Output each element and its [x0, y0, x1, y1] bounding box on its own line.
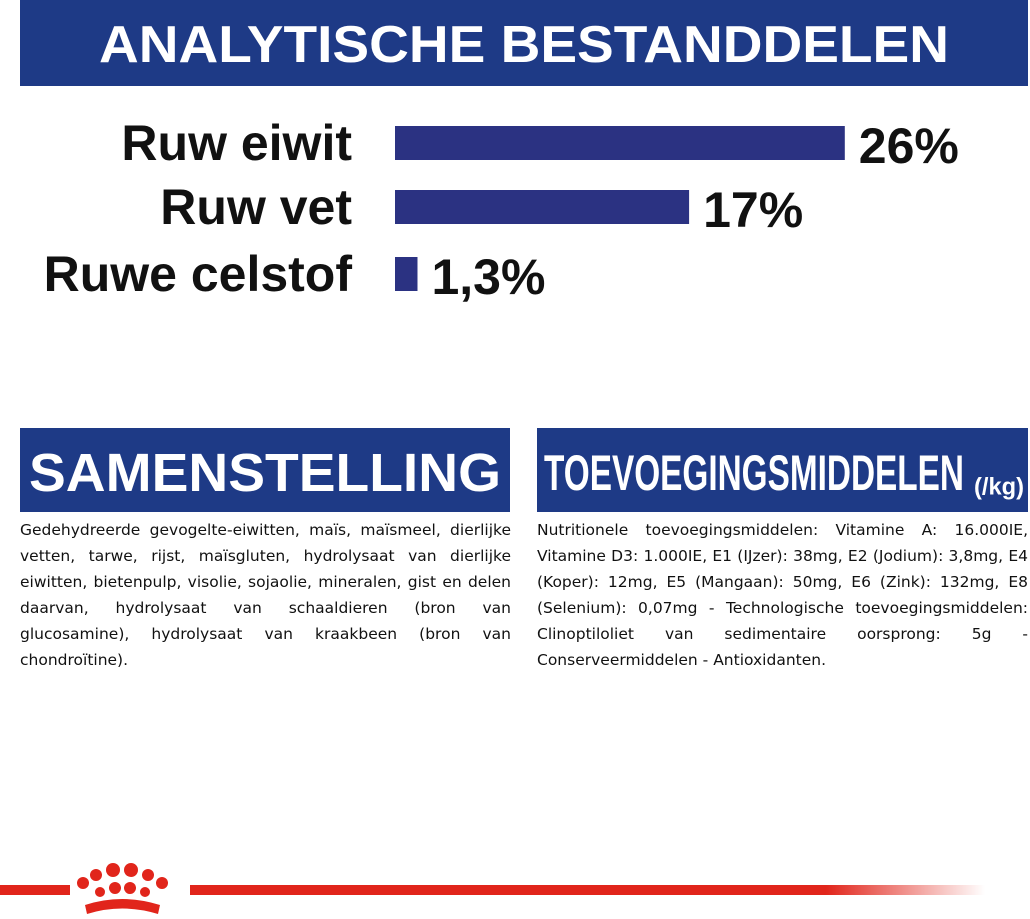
section-title: TOEVOEGINGSMIDDELEN: [544, 445, 964, 501]
section-title: SAMENSTELLING: [29, 443, 501, 503]
bar: [395, 190, 690, 224]
category-label: Ruw vet: [160, 179, 352, 235]
value-label: 26%: [859, 118, 959, 174]
bar: [395, 257, 418, 291]
value-label: 17%: [703, 182, 803, 238]
section-text: Gedehydreerde gevogelte-eiwitten, maïs, …: [20, 521, 511, 669]
section-unit: (/kg): [974, 474, 1024, 501]
rule: [0, 885, 70, 895]
bar: [395, 126, 845, 160]
section-banner: [537, 428, 1028, 512]
category-label: Ruw eiwit: [121, 115, 352, 171]
logo: [0, 863, 985, 914]
title-banner: [20, 0, 1028, 86]
category-label: Ruwe celstof: [44, 246, 353, 302]
title: ANALYTISCHE BESTANDDELEN: [99, 16, 949, 74]
rule: [190, 885, 985, 895]
crown: [77, 863, 168, 914]
value-label: 1,3%: [431, 249, 545, 305]
section-text: Nutritionele toevoegingsmiddelen: Vitami…: [537, 521, 1028, 669]
section-banner: [20, 428, 510, 512]
